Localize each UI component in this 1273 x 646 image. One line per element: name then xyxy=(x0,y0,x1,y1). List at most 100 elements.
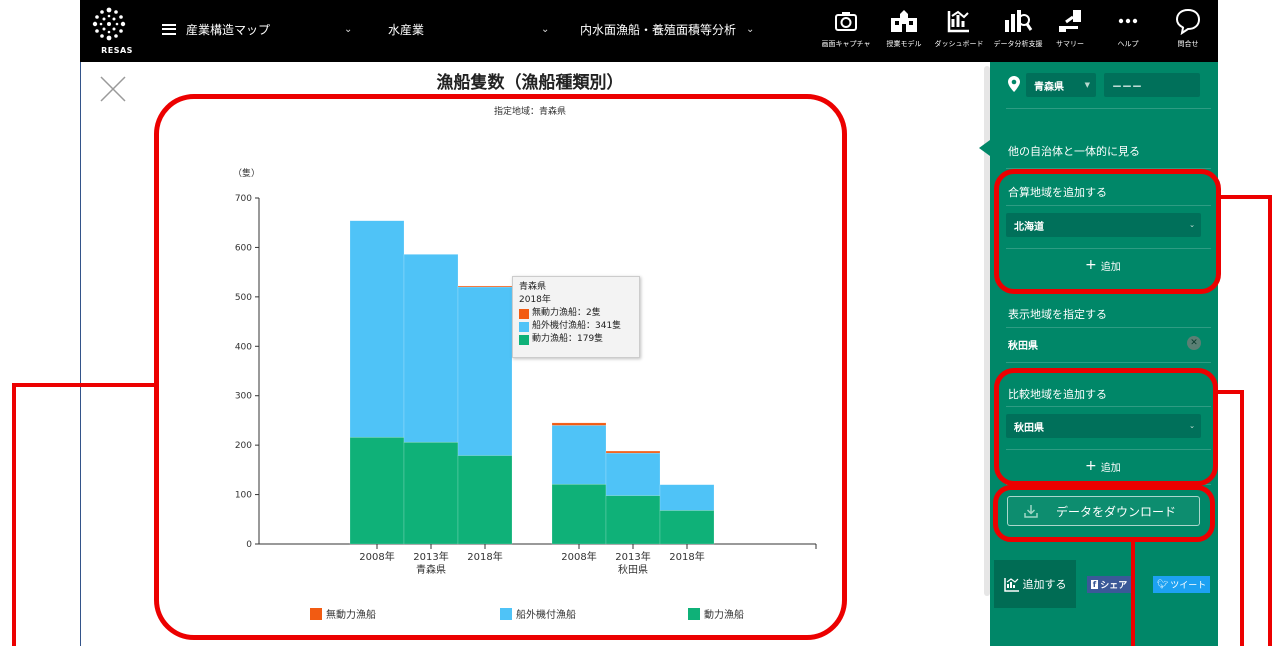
data-analysis-icon xyxy=(1005,10,1033,32)
sum-region-label: 合算地域を追加する xyxy=(1008,186,1107,199)
annotation-line xyxy=(1240,390,1244,646)
lesson-model-button[interactable]: 授業モデル xyxy=(881,6,927,58)
dashboard-label: ダッシュボード xyxy=(934,40,984,48)
y-tick-label: 300 xyxy=(235,392,252,402)
legend-swatch xyxy=(310,608,322,620)
camera-icon xyxy=(835,12,857,31)
y-tick-label: 100 xyxy=(235,491,252,501)
bar-segment xyxy=(551,422,607,426)
other-municipalities-label: 他の自治体と一体的に見る xyxy=(1008,145,1140,158)
settings-panel xyxy=(990,62,1218,646)
download-label: データをダウンロード xyxy=(1056,504,1177,519)
fishery-menu-chevron[interactable]: ⌄ xyxy=(541,14,549,44)
tooltip-swatch xyxy=(519,308,529,319)
bar-segment xyxy=(403,441,459,545)
compare-region-label: 比較地域を追加する xyxy=(1008,388,1107,401)
display-region-value: 秋田県 xyxy=(1008,341,1038,352)
y-tick-label: 700 xyxy=(235,194,252,204)
tooltip-region: 青森県 xyxy=(519,282,547,292)
logo-text: RESAS xyxy=(101,46,133,55)
tooltip-row-text: 無動力漁船：2隻 xyxy=(532,308,601,318)
left-divider xyxy=(80,62,81,646)
help-button[interactable]: ヘルプ xyxy=(1106,6,1150,58)
x-tick-label: 2008年 xyxy=(561,550,596,563)
divider xyxy=(1006,205,1211,206)
annotation-line xyxy=(12,383,16,646)
compare-region-select[interactable]: 秋田県 ⌄ xyxy=(1006,414,1201,438)
x-tick-label: 2013年 xyxy=(615,550,650,563)
bar-segment xyxy=(457,455,513,545)
school-icon xyxy=(891,10,917,32)
download-data-button[interactable]: データをダウンロード xyxy=(1007,496,1200,526)
divider xyxy=(1006,168,1211,169)
y-tick-label: 200 xyxy=(235,441,252,451)
lesson-model-label: 授業モデル xyxy=(886,40,922,48)
add-compare-region-button[interactable]: + 追加 xyxy=(1085,458,1121,474)
prefecture-select[interactable]: 青森県 ▼ xyxy=(1026,73,1096,97)
legend-swatch xyxy=(688,608,700,620)
divider xyxy=(1006,406,1211,407)
twitter-bird-icon: 🐦︎ xyxy=(1156,579,1169,590)
hamburger-menu-icon xyxy=(162,23,176,35)
inquiry-button[interactable]: 問合せ xyxy=(1166,6,1210,58)
chart-subtitle: 指定地域：青森県 xyxy=(493,107,566,117)
bar-segment xyxy=(349,436,405,545)
screen-capture-label: 画面キャプチャ xyxy=(821,40,871,48)
help-dots-icon xyxy=(1118,18,1138,24)
plus-icon: + xyxy=(1085,257,1097,273)
prefecture-select-value: 青森県 xyxy=(1034,81,1064,93)
bar-segment xyxy=(457,286,513,456)
data-analysis-button[interactable]: データ分析支援 xyxy=(990,6,1046,58)
bar-segment xyxy=(457,285,513,288)
legend-swatch xyxy=(500,608,512,620)
divider xyxy=(1006,327,1211,328)
city-select-value: －－－ xyxy=(1112,81,1142,93)
compare-region-select-value: 秋田県 xyxy=(1014,422,1044,434)
fishery-menu[interactable]: 水産業 xyxy=(388,14,424,44)
legend-label: 動力漁船 xyxy=(704,608,744,621)
industry-menu-chevron[interactable]: ⌄ xyxy=(344,14,352,44)
tooltip-row-text: 船外機付漁船：341隻 xyxy=(532,321,622,331)
resas-logo[interactable]: RESAS xyxy=(88,4,132,58)
bar-segment xyxy=(551,425,607,485)
x-tick-label: 2013年 xyxy=(413,550,448,563)
facebook-share-button[interactable]: f シェア xyxy=(1087,576,1131,593)
sum-region-select-value: 北海道 xyxy=(1014,221,1044,233)
chevron-down-icon: ▼ xyxy=(1084,81,1090,89)
divider xyxy=(1006,108,1211,109)
summary-button[interactable]: サマリー xyxy=(1048,6,1092,58)
industry-map-menu[interactable]: 産業構造マップ xyxy=(162,14,270,44)
display-region-label: 表示地域を指定する xyxy=(1008,308,1107,321)
industry-map-menu-label: 産業構造マップ xyxy=(186,22,271,37)
sum-region-select[interactable]: 北海道 ⌄ xyxy=(1006,213,1201,237)
facebook-icon: f xyxy=(1090,580,1099,589)
y-tick-label: 400 xyxy=(235,342,252,352)
add-graph-button[interactable]: 追加する xyxy=(994,560,1076,608)
download-icon xyxy=(1024,505,1038,518)
tooltip-year: 2018年 xyxy=(519,295,551,305)
screen-capture-button[interactable]: 画面キャプチャ xyxy=(813,6,879,58)
bar-segment xyxy=(349,220,405,438)
analysis-menu[interactable]: 内水面漁船・養殖面積等分析 ⌄ xyxy=(580,14,754,44)
close-icon[interactable] xyxy=(100,76,126,102)
panel-scrollbar[interactable] xyxy=(984,66,990,596)
twitter-tweet-button[interactable]: 🐦︎ ツイート xyxy=(1153,576,1210,593)
bar-segment xyxy=(659,484,715,511)
facebook-share-label: シェア xyxy=(1100,581,1128,591)
dashboard-button[interactable]: ダッシュボード xyxy=(931,6,987,58)
remove-region-icon[interactable]: ✕ xyxy=(1187,336,1201,350)
bar-segment xyxy=(659,510,715,545)
map-pin-icon xyxy=(1008,76,1020,92)
analysis-menu-label: 内水面漁船・養殖面積等分析 xyxy=(580,22,737,37)
add-sum-region-button[interactable]: + 追加 xyxy=(1085,257,1121,273)
chevron-down-icon: ⌄ xyxy=(746,23,755,35)
chevron-down-icon: ⌄ xyxy=(1189,422,1195,430)
summary-icon xyxy=(1059,10,1081,32)
divider xyxy=(1006,362,1211,363)
chevron-down-icon: ⌄ xyxy=(344,23,353,35)
city-select[interactable]: －－－ xyxy=(1104,73,1200,97)
chart-tooltip: 青森県 2018年 無動力漁船：2隻 船外機付漁船：341隻 動力漁船：179隻 xyxy=(512,276,640,358)
bar-segment xyxy=(403,254,459,443)
annotation-line xyxy=(12,383,156,387)
add-graph-icon xyxy=(1003,577,1019,592)
